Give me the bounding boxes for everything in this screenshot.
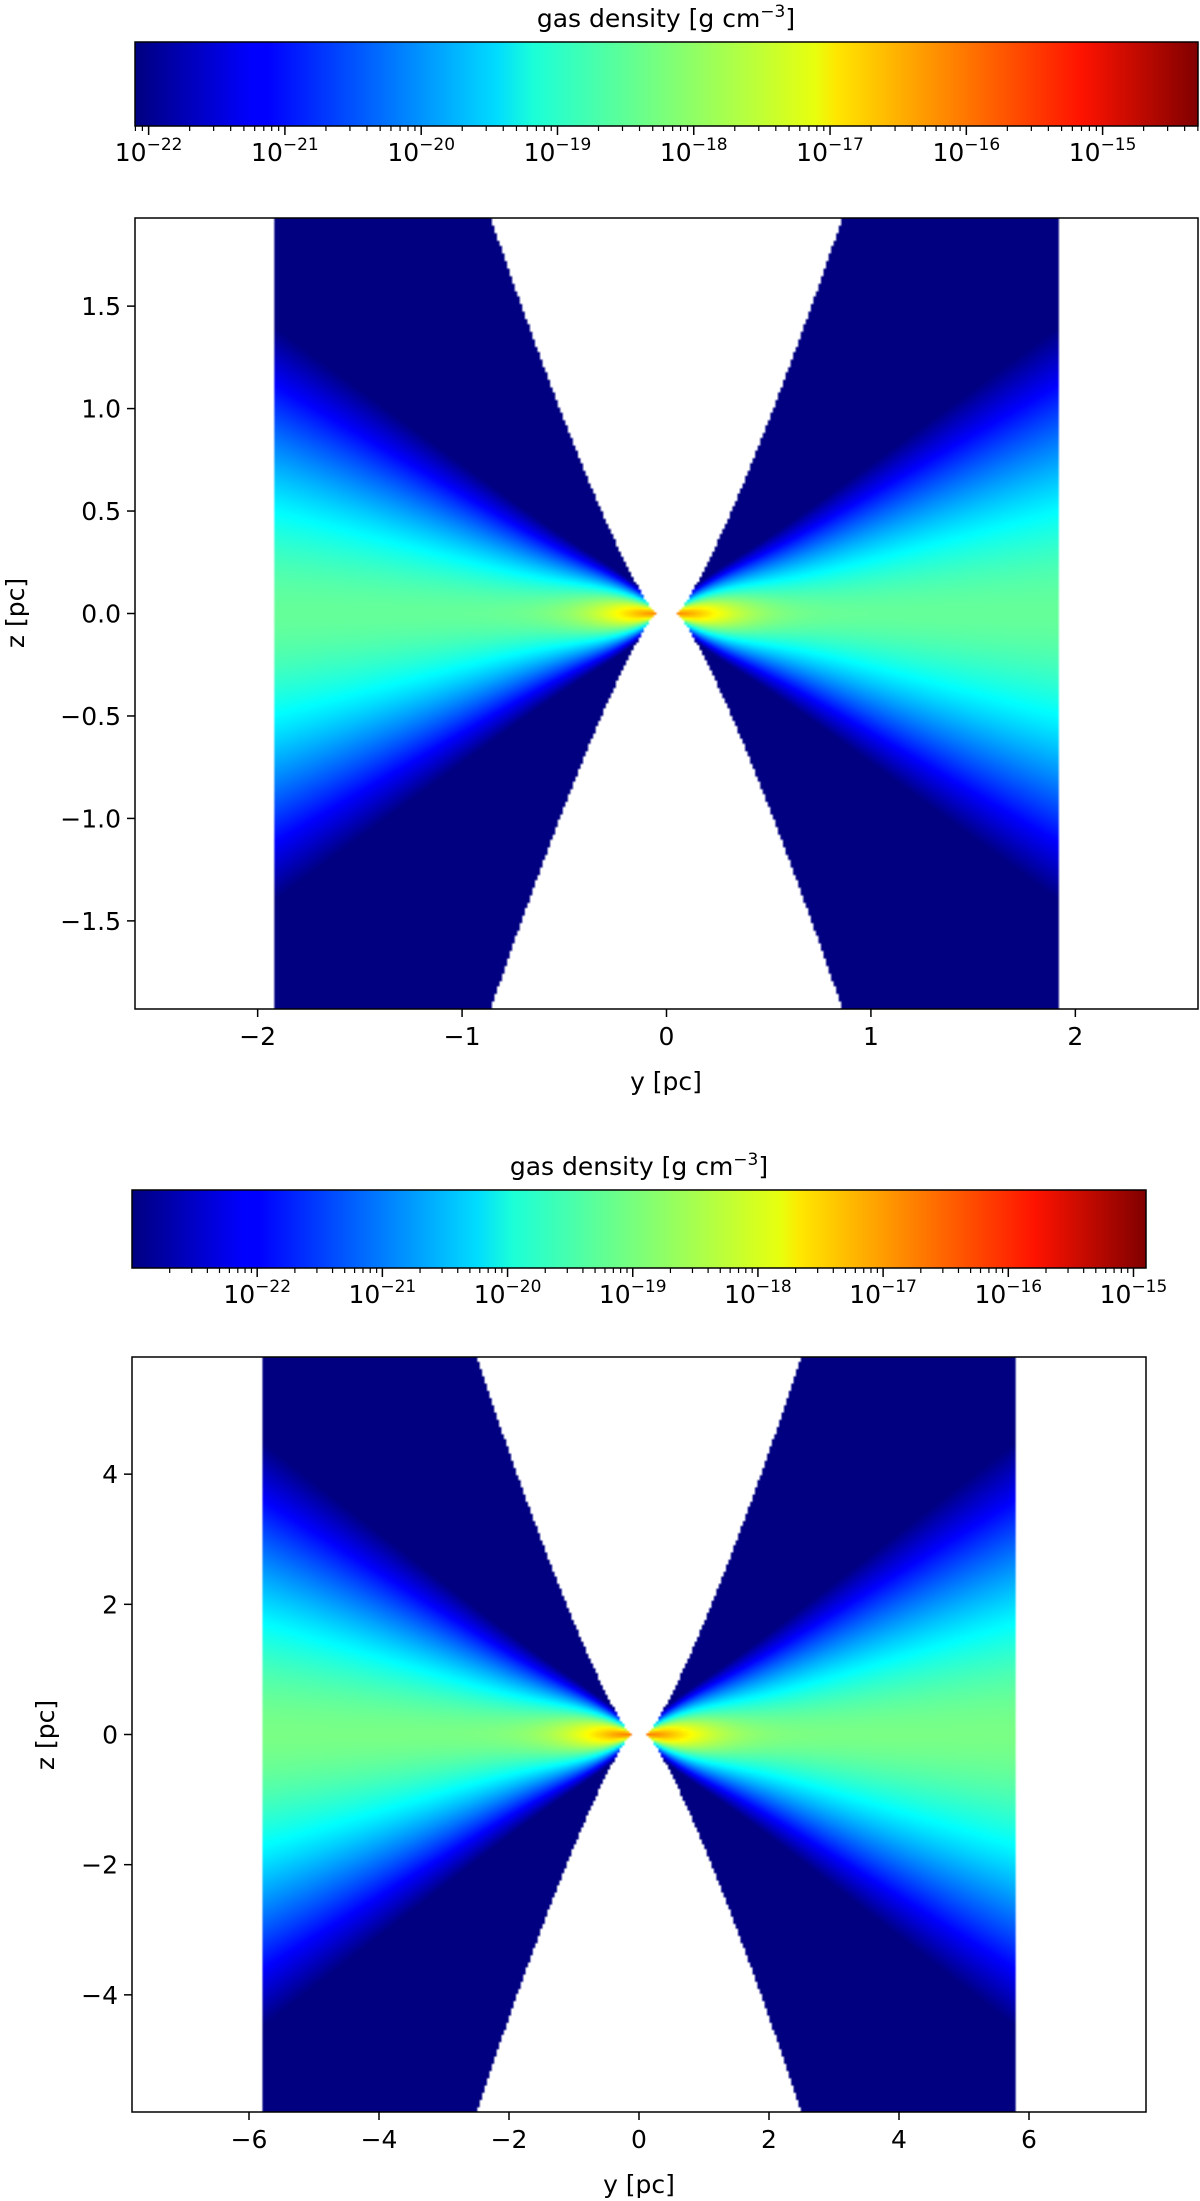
plot-1-xlabel: y [pc] [630,1067,702,1096]
plot-2-area: −6 −4 −2 0 2 4 6 −4 −2 0 2 4 y [pc] z [pc] [31,1356,1147,2199]
x-tick-label: −1 [444,1022,481,1051]
colorbar-tick-label: 10−22 [223,1277,291,1309]
plot-2-xlabel: y [pc] [603,2170,675,2199]
colorbar-tick-label: 10−15 [1100,1277,1168,1309]
colorbar-tick-label: 10−21 [251,135,319,167]
x-tick-label: 2 [1067,1022,1083,1051]
y-tick-label: 0.0 [81,600,121,629]
y-tick-label: 4 [102,1460,118,1489]
colorbar-1-label: gas density [g cm−3] [537,2,795,33]
colorbar-2: gas density [g cm−3] 10−22 10−21 10−20 10−1… [131,1150,1168,1309]
colorbar-tick-label: 10−22 [115,135,183,167]
colorbar-tick-label: 10−18 [660,135,728,167]
x-tick-label: −2 [491,2125,528,2154]
y-tick-label: 0.5 [81,497,121,526]
x-tick-label: −4 [361,2125,398,2154]
colorbar-1-ticks: 10−22 10−21 10−20 10−19 10−18 10−17 10−16 10−15 [115,126,1199,167]
plot-2-ylabel: z [pc] [31,1700,60,1770]
colorbar-tick-label: 10−17 [796,135,864,167]
plot-2-axes-ticks: −6 −4 −2 0 2 4 6 −4 −2 0 2 4 [81,1460,1037,2154]
colorbar-tick-label: 10−16 [974,1277,1042,1309]
panel-1: gas density [g cm−3] 10−22 10−21 10−20 10−1… [1,2,1199,1096]
colorbar-tick-label: 10−16 [932,135,1000,167]
panel-2: gas density [g cm−3] 10−22 10−21 10−20 10−1… [31,1150,1167,2199]
colorbar-tick-label: 10−20 [474,1277,542,1309]
y-tick-label: −1.5 [60,907,121,936]
colorbar-1: gas density [g cm−3] 10−22 10−21 10−20 10−1… [115,2,1199,167]
y-tick-label: 1.5 [81,292,121,321]
plot-1-ylabel: z [pc] [1,578,30,648]
y-tick-label: −4 [81,1981,118,2010]
y-tick-label: 2 [102,1590,118,1619]
colorbar-2-ticks: 10−22 10−21 10−20 10−19 10−18 10−17 10−16 10−15 [169,1268,1168,1309]
y-tick-label: −0.5 [60,702,121,731]
x-tick-label: −6 [231,2125,268,2154]
colorbar-tick-label: 10−21 [349,1277,417,1309]
x-tick-label: 0 [659,1022,675,1051]
y-tick-label: 1.0 [81,395,121,424]
colorbar-tick-label: 10−18 [724,1277,792,1309]
colorbar-tick-label: 10−15 [1069,135,1137,167]
plot-1-area: −2 −1 0 1 2 −1.5 −1.0 −0.5 0.0 0.5 1.0 1.5 y [pc] z… [1,217,1199,1096]
x-tick-label: 0 [631,2125,647,2154]
density-map-2 [132,1357,1146,2112]
x-tick-label: 1 [863,1022,879,1051]
colorbar-tick-label: 10−19 [524,135,592,167]
colorbar-tick-label: 10−17 [849,1277,917,1309]
colorbar-2-label: gas density [g cm−3] [510,1150,768,1181]
y-tick-label: −1.0 [60,804,121,833]
density-map-1 [135,218,1198,1009]
colorbar-tick-label: 10−19 [599,1277,667,1309]
y-tick-label: 0 [102,1721,118,1750]
colorbar-1-bar [134,41,1199,127]
x-tick-label: 2 [761,2125,777,2154]
x-tick-label: 4 [891,2125,907,2154]
x-tick-label: 6 [1021,2125,1037,2154]
colorbar-2-bar [131,1189,1147,1269]
colorbar-tick-label: 10−20 [387,135,455,167]
x-tick-label: −2 [239,1022,276,1051]
y-tick-label: −2 [81,1851,118,1880]
plot-1-axes-ticks: −2 −1 0 1 2 −1.5 −1.0 −0.5 0.0 0.5 1.0 1.5 [60,292,1083,1051]
